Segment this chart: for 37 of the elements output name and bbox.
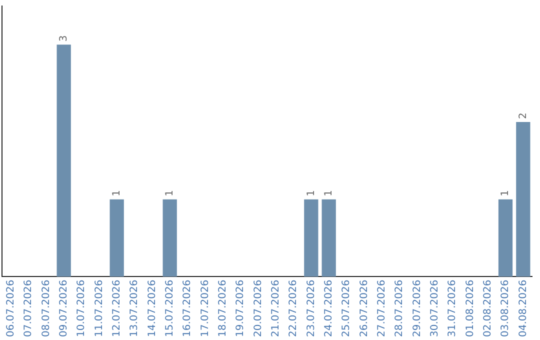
x-tick-label: 22.07.2026 xyxy=(288,280,300,338)
x-tick-label: 03.08.2026 xyxy=(500,280,512,338)
x-tick-label: 11.07.2026 xyxy=(94,280,105,338)
x-tick-label: 24.07.2026 xyxy=(323,280,334,338)
x-tick-label: 30.07.2026 xyxy=(429,280,440,338)
data-label: 2 xyxy=(518,112,529,120)
data-label: 1 xyxy=(111,190,122,196)
x-tick-label: 01.08.2026 xyxy=(464,280,476,338)
x-tick-label: 19.07.2026 xyxy=(235,280,246,338)
x-tick-label: 14.07.2026 xyxy=(146,280,158,338)
x-tick-label: 12.07.2026 xyxy=(111,280,122,338)
x-tick-label: 10.07.2026 xyxy=(76,280,88,338)
x-tick-label: 17.07.2026 xyxy=(200,280,211,338)
x-tick-label: 13.07.2026 xyxy=(129,280,140,338)
x-tick-label: 18.07.2026 xyxy=(217,280,228,338)
x-tick-label: 06.07.2026 xyxy=(5,280,16,338)
data-label: 1 xyxy=(500,190,512,196)
x-tick-label: 29.07.2026 xyxy=(412,280,423,338)
x-tick-label: 04.08.2026 xyxy=(518,280,529,338)
x-tick-label: 28.07.2026 xyxy=(394,280,406,338)
x-tick-label: 07.07.2026 xyxy=(23,280,34,338)
x-tick-label: 02.08.2026 xyxy=(482,280,494,338)
x-tick-label: 08.07.2026 xyxy=(40,280,52,338)
x-tick-label: 23.07.2026 xyxy=(306,280,317,338)
x-tick-label: 20.07.2026 xyxy=(252,280,264,338)
data-label: 1 xyxy=(323,190,334,196)
data-label: 3 xyxy=(58,35,70,42)
data-label: 1 xyxy=(306,190,317,196)
x-tick-label: 16.07.2026 xyxy=(182,280,194,338)
data-label: 1 xyxy=(164,190,176,196)
x-tick-label: 25.07.2026 xyxy=(341,280,352,338)
x-tick-label: 27.07.2026 xyxy=(376,280,388,338)
x-tick-label: 31.07.2026 xyxy=(447,280,458,338)
x-tick-label: 15.07.2026 xyxy=(164,280,176,338)
x-tick-label: 26.07.2026 xyxy=(358,280,370,338)
x-tick-label: 21.07.2026 xyxy=(270,280,282,338)
x-tick-label: 09.07.2026 xyxy=(58,280,70,338)
